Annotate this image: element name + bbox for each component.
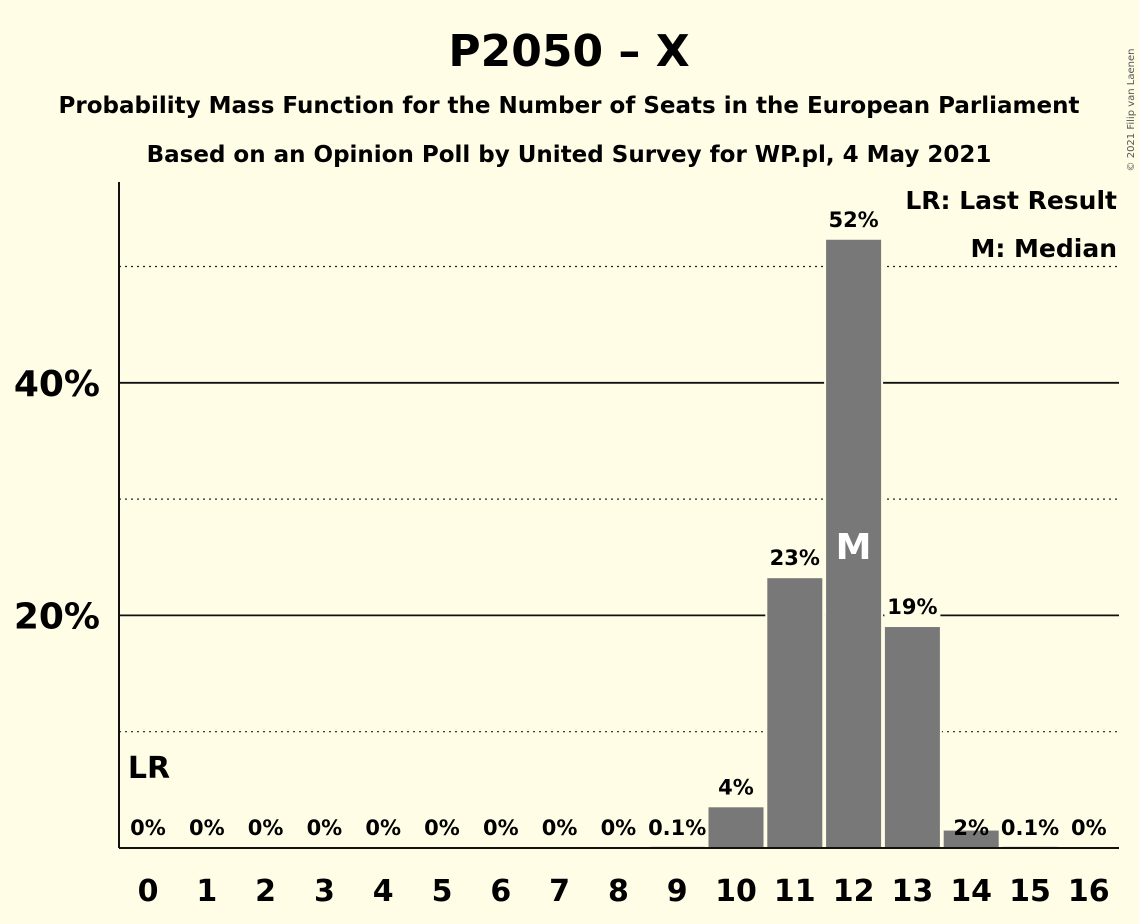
data-label-seats-16: 0% [1071,816,1107,840]
x-tick-label: 10 [715,874,757,909]
x-tick-label: 16 [1068,874,1110,909]
bars [647,237,1060,849]
data-label-seats-0: 0% [130,816,166,840]
data-label-seats-9: 0.1% [648,816,706,840]
x-tick-label: 15 [1009,874,1051,909]
last-result-marker: LR [128,751,170,786]
data-label-seats-14: 2% [953,816,989,840]
y-tick-label: 40% [14,364,100,405]
x-tick-label: 1 [196,874,217,909]
x-tick-label: 7 [549,874,570,909]
data-label-seats-10: 4% [718,775,754,799]
data-label-backdrop [766,545,823,572]
x-tick-label: 4 [373,874,394,909]
bar-seats-10 [708,807,764,848]
data-label-seats-7: 0% [542,816,578,840]
data-label-seats-12: 52% [828,208,878,232]
x-tick-label: 6 [490,874,511,909]
x-tick-label: 9 [667,874,688,909]
data-label-seats-2: 0% [248,816,284,840]
chart-poll-source: Based on an Opinion Poll by United Surve… [147,142,992,168]
data-label-backdrop [708,774,764,801]
legend-last-result: LR: Last Result [905,186,1117,215]
copyright-notice: © 2021 Filip van Laenen [1126,49,1137,172]
data-label-seats-13: 19% [887,595,937,619]
x-tick-label: 13 [892,874,934,909]
x-tick-label: 12 [833,874,875,909]
chart-subtitle: Probability Mass Function for the Number… [59,93,1080,119]
bar-seats-12 [826,239,882,849]
data-label-seats-11: 23% [770,546,820,570]
data-labels: 0% 0% 0% 0% 0% 0% 0% 0% 0% 0.1% 4% 23% 52% 19% 2% 0.1% 0… [128,206,1107,840]
data-label-seats-6: 0% [483,816,519,840]
data-label-seats-3: 0% [307,816,343,840]
data-label-seats-8: 0% [601,816,637,840]
y-tick-label: 20% [14,596,100,637]
chart-title: P2050 – X [448,26,689,77]
x-tick-label: 2 [255,874,276,909]
data-label-seats-5: 0% [424,816,460,840]
bar-seats-13 [884,627,940,848]
data-label-seats-1: 0% [189,816,225,840]
bar-outline [647,844,707,848]
x-tick-label: 3 [314,874,335,909]
bar-outline [1000,844,1060,848]
bar-seats-14 [943,830,999,848]
median-marker: M [836,527,872,568]
axes: 20%40%0 1 2 3 4 5 6 7 8 9 10 11 12 13 14 15 16 [14,182,1119,909]
data-label-backdrop [825,206,882,233]
data-label-seats-15: 0.1% [1001,816,1059,840]
x-tick-label: 5 [432,874,453,909]
x-tick-label: 11 [774,874,816,909]
legend-median: M: Median [970,234,1117,263]
x-tick-label: 8 [608,874,629,909]
x-tick-label: 14 [950,874,992,909]
gridlines [119,265,1119,733]
bar-seats-11 [767,578,823,848]
data-label-backdrop [884,594,941,621]
x-tick-label: 0 [138,874,159,909]
data-label-seats-4: 0% [365,816,401,840]
